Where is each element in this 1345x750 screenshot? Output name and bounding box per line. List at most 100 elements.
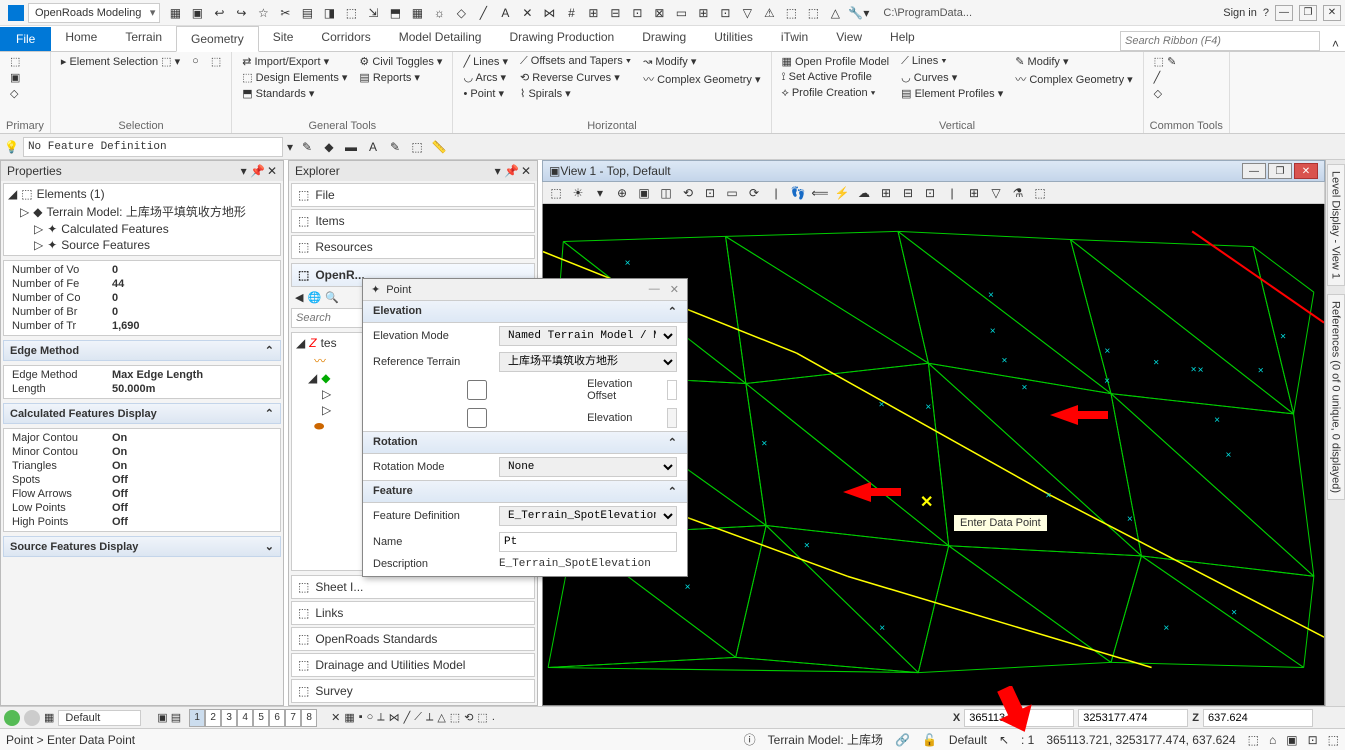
- help-icon[interactable]: ?: [1263, 7, 1269, 19]
- quick-access-icon[interactable]: #: [562, 4, 580, 22]
- view-toolbar-icon[interactable]: |: [943, 184, 961, 202]
- quick-access-icon[interactable]: ▦: [166, 4, 184, 22]
- explorer-section[interactable]: ⬚Sheet I...: [291, 575, 535, 599]
- featbar-caret[interactable]: ▾: [287, 140, 293, 154]
- ribbon-item[interactable]: ◇: [1150, 86, 1181, 101]
- ribbon-item[interactable]: ✎ Modify ▾: [1011, 54, 1136, 69]
- quick-access-icon[interactable]: ▣: [188, 4, 206, 22]
- status-tool-icon[interactable]: .: [492, 711, 495, 724]
- link-icon[interactable]: 🔗: [895, 733, 910, 747]
- y-input[interactable]: [1078, 709, 1188, 727]
- tab-utilities[interactable]: Utilities: [700, 25, 767, 51]
- quick-access-icon[interactable]: ☼: [430, 4, 448, 22]
- lock-icon[interactable]: 🔓: [922, 733, 937, 747]
- explorer-section[interactable]: ⬚Resources: [291, 235, 535, 259]
- featbar-icon[interactable]: ▬: [341, 137, 361, 157]
- view-close-button[interactable]: ✕: [1294, 163, 1318, 179]
- restore-button[interactable]: ❐: [1299, 5, 1317, 21]
- quick-access-icon[interactable]: △: [826, 4, 844, 22]
- pin-icon[interactable]: ▾ 📌: [241, 164, 265, 178]
- calc-features-header[interactable]: Calculated Features Display⌃: [3, 403, 281, 424]
- panel-close-icon[interactable]: ✕: [521, 164, 531, 178]
- view-num-button[interactable]: 8: [301, 709, 317, 727]
- view-toolbar-icon[interactable]: ⬚: [547, 184, 565, 202]
- view-num-button[interactable]: 5: [253, 709, 269, 727]
- featbar-icon[interactable]: ⬚: [407, 137, 427, 157]
- source-features-header[interactable]: Source Features Display⌄: [3, 536, 281, 557]
- explorer-section[interactable]: ⬚Drainage and Utilities Model: [291, 653, 535, 677]
- nav-back-icon[interactable]: ◀: [295, 291, 303, 304]
- view-toolbar-icon[interactable]: |: [767, 184, 785, 202]
- view-num-button[interactable]: 4: [237, 709, 253, 727]
- view-toolbar-icon[interactable]: ⊞: [965, 184, 983, 202]
- edge-method-header[interactable]: Edge Method⌃: [3, 340, 281, 361]
- elevation-offset-input[interactable]: [667, 380, 677, 400]
- ribbon-item[interactable]: ⇄ Import/Export ▾: [238, 54, 351, 69]
- tab-help[interactable]: Help: [876, 25, 929, 51]
- tree-row[interactable]: ▷◆Terrain Model: 上库场平填筑收方地形: [6, 202, 278, 221]
- ribbon-item[interactable]: ▸ Element Selection ⬚ ▾: [57, 54, 184, 69]
- ribbon-item[interactable]: ↝ Modify ▾: [639, 54, 764, 69]
- view-toolbar-icon[interactable]: ⊡: [701, 184, 719, 202]
- ribbon-item[interactable]: ╱ Lines ▾: [459, 54, 512, 69]
- ribbon-item[interactable]: ⬚ ✎: [1150, 54, 1181, 69]
- status-tool-icon[interactable]: ⟋: [414, 711, 422, 724]
- quick-access-icon[interactable]: ▭: [672, 4, 690, 22]
- featbar-icon[interactable]: ✎: [385, 137, 405, 157]
- status-tool-icon[interactable]: ⟲: [464, 711, 473, 724]
- quick-access-icon[interactable]: ☆: [254, 4, 272, 22]
- signin-link[interactable]: Sign in: [1223, 7, 1257, 19]
- vtab-level-display[interactable]: Level Display - View 1: [1327, 164, 1345, 286]
- ribbon-item[interactable]: ⌇ Spirals ▾: [516, 86, 635, 101]
- quick-access-icon[interactable]: ↪: [232, 4, 250, 22]
- view-num-button[interactable]: 1: [189, 709, 205, 727]
- status-right-icon[interactable]: ⊡: [1308, 733, 1318, 747]
- dialog-close-button[interactable]: ✕: [670, 283, 679, 296]
- status-tool-icon[interactable]: ⬚: [450, 711, 460, 724]
- status-right-icon[interactable]: ⬚: [1328, 733, 1339, 747]
- tab-model-detailing[interactable]: Model Detailing: [385, 25, 496, 51]
- view-toolbar-icon[interactable]: ▾: [591, 184, 609, 202]
- tab-drawing[interactable]: Drawing: [628, 25, 700, 51]
- quick-access-icon[interactable]: ⋈: [540, 4, 558, 22]
- lightbulb-icon[interactable]: 💡: [4, 140, 19, 154]
- view-toolbar-icon[interactable]: ◫: [657, 184, 675, 202]
- ribbon-item[interactable]: ◡ Curves ▾: [897, 70, 1007, 85]
- ribbon-item[interactable]: • Point ▾: [459, 86, 512, 101]
- reference-terrain-select[interactable]: 上库场平填筑收方地形: [499, 352, 677, 372]
- panel-close-icon[interactable]: ✕: [267, 164, 277, 178]
- tree-row[interactable]: ▷✦Source Features: [6, 237, 278, 253]
- feature-definition-select[interactable]: E_Terrain_SpotElevation: [499, 506, 677, 526]
- quick-access-icon[interactable]: ✂: [276, 4, 294, 22]
- quick-access-icon[interactable]: A: [496, 4, 514, 22]
- quick-access-icon[interactable]: ⊠: [650, 4, 668, 22]
- quick-access-icon[interactable]: ⬒: [386, 4, 404, 22]
- ribbon-item[interactable]: ⟋ Offsets and Tapers ▾: [516, 54, 635, 69]
- quick-access-icon[interactable]: ▽: [738, 4, 756, 22]
- status-tool-icon[interactable]: ✕: [331, 711, 340, 724]
- workflow-dropdown[interactable]: OpenRoads Modeling: [28, 3, 160, 23]
- view-toolbar-icon[interactable]: ⚗: [1009, 184, 1027, 202]
- nav-search-icon[interactable]: 🔍: [325, 291, 339, 304]
- featbar-icon[interactable]: ◆: [319, 137, 339, 157]
- status-tool-icon[interactable]: ○: [367, 711, 374, 724]
- close-button[interactable]: ✕: [1323, 5, 1341, 21]
- nav-fwd-icon[interactable]: [24, 710, 40, 726]
- quick-access-icon[interactable]: ⚠: [760, 4, 778, 22]
- pin-icon[interactable]: ▾ 📌: [495, 164, 519, 178]
- status-tool-icon[interactable]: ╱: [404, 711, 411, 724]
- info-icon[interactable]: ⓘ: [744, 731, 756, 748]
- view-toolbar-icon[interactable]: ⚡: [833, 184, 851, 202]
- view-toolbar-icon[interactable]: 👣: [789, 184, 807, 202]
- ribbon-item[interactable]: 〰 Complex Geometry ▾: [639, 70, 764, 88]
- ribbon-item[interactable]: ⟟ Set Active Profile: [778, 70, 894, 85]
- status-right-icon[interactable]: ⬚: [1248, 733, 1259, 747]
- view-toolbar-icon[interactable]: ⊕: [613, 184, 631, 202]
- view-toolbar-icon[interactable]: ▭: [723, 184, 741, 202]
- view-toolbar-icon[interactable]: ⟲: [679, 184, 697, 202]
- wrench-icon[interactable]: 🔧▾: [848, 6, 869, 20]
- quick-access-icon[interactable]: ◨: [320, 4, 338, 22]
- status-tool-icon[interactable]: ⟂: [377, 711, 384, 724]
- view-toolbar-icon[interactable]: ⊡: [921, 184, 939, 202]
- tab-site[interactable]: Site: [259, 25, 308, 51]
